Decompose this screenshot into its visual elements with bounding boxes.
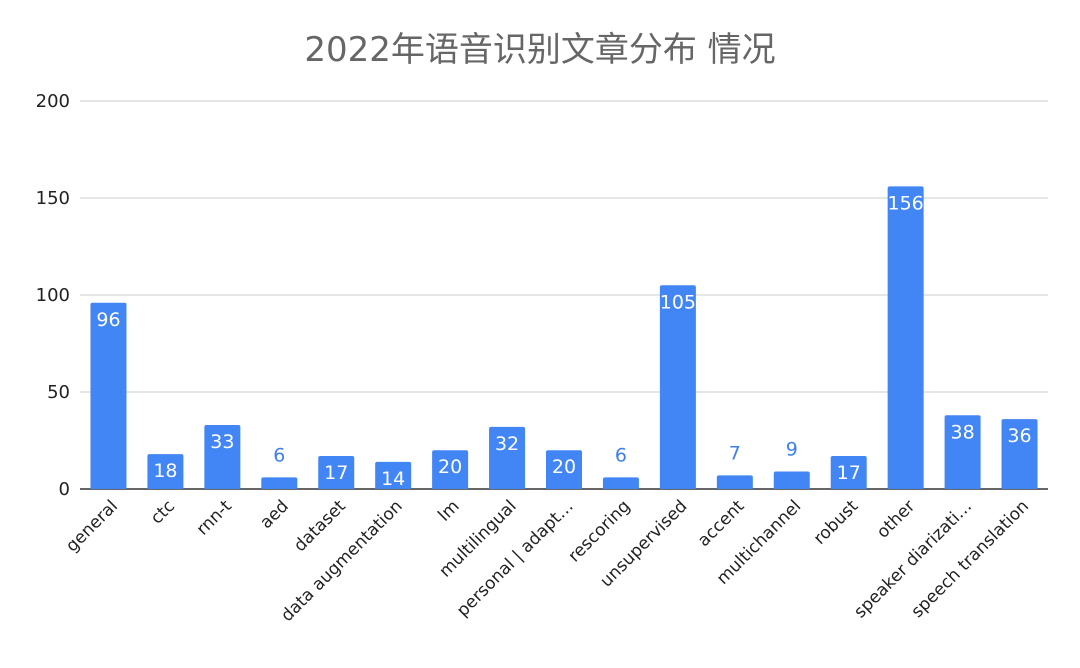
chart-title: 2022年语音识别文章分布 情况 bbox=[304, 30, 776, 70]
x-tick-label: other bbox=[873, 496, 919, 542]
bar bbox=[318, 456, 355, 489]
y-tick-label: 150 bbox=[36, 188, 70, 209]
x-tick-label: lm bbox=[434, 496, 463, 525]
bar bbox=[659, 285, 696, 489]
x-tick-label: ctc bbox=[147, 496, 179, 528]
data-label: 96 bbox=[96, 309, 120, 331]
bar bbox=[432, 450, 469, 489]
bar bbox=[147, 454, 184, 489]
y-tick-label: 0 bbox=[59, 479, 70, 500]
bar bbox=[602, 477, 639, 489]
data-label: 9 bbox=[786, 439, 798, 461]
y-tick-label: 100 bbox=[36, 285, 70, 306]
data-label: 17 bbox=[324, 462, 348, 484]
y-tick-label: 200 bbox=[36, 91, 70, 112]
data-label: 18 bbox=[153, 460, 177, 482]
bar bbox=[773, 471, 810, 489]
y-tick-label: 50 bbox=[47, 382, 70, 403]
x-tick-label: aed bbox=[256, 496, 293, 533]
x-tick-label: general bbox=[62, 496, 122, 556]
data-label: 38 bbox=[950, 421, 974, 443]
data-label: 33 bbox=[210, 431, 234, 453]
bar bbox=[204, 424, 241, 489]
data-label: 20 bbox=[552, 456, 576, 478]
data-label: 36 bbox=[1007, 425, 1031, 447]
data-label: 20 bbox=[438, 456, 462, 478]
bar bbox=[90, 302, 127, 489]
data-label: 14 bbox=[381, 468, 405, 490]
bar bbox=[830, 456, 867, 489]
x-tick-label: rnn-t bbox=[193, 496, 236, 539]
bar bbox=[546, 450, 582, 489]
data-label: 17 bbox=[837, 462, 861, 484]
bar bbox=[716, 475, 753, 489]
bar bbox=[375, 461, 412, 489]
bar bbox=[489, 426, 526, 489]
bar bbox=[887, 186, 924, 490]
data-label: 7 bbox=[729, 442, 741, 464]
data-label: 32 bbox=[495, 433, 519, 455]
data-label: 156 bbox=[888, 192, 924, 214]
data-label: 105 bbox=[660, 291, 696, 313]
data-label: 6 bbox=[615, 444, 627, 466]
bar bbox=[944, 415, 981, 489]
bar bbox=[261, 477, 298, 489]
x-tick-label: accent bbox=[694, 496, 749, 551]
data-label: 6 bbox=[273, 444, 285, 466]
x-tick-label: robust bbox=[810, 496, 863, 549]
bar bbox=[1001, 419, 1038, 489]
